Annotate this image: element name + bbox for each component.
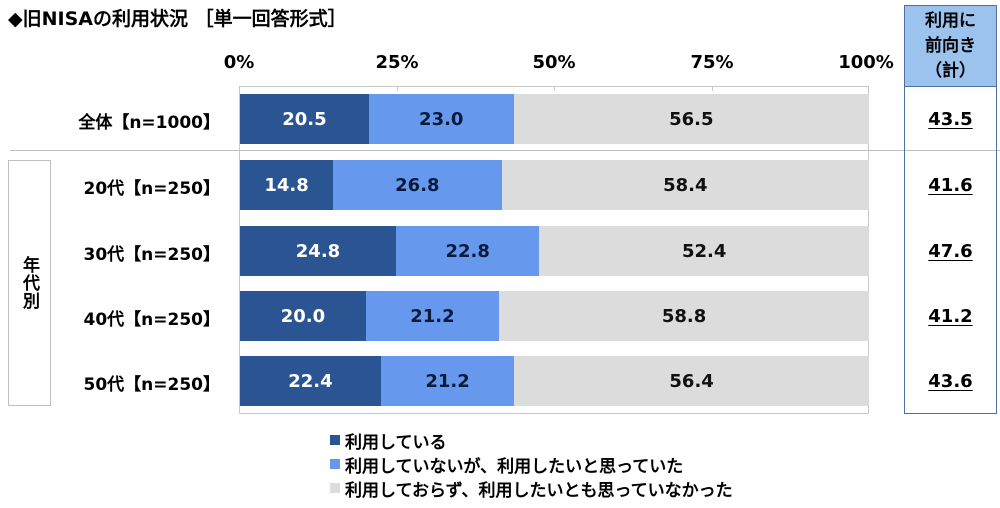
bar-segment-using: 14.8 bbox=[240, 160, 334, 210]
x-tick-50: 50% bbox=[532, 52, 576, 73]
age-group-label: 年代別 bbox=[19, 256, 39, 310]
positive-total-header: 利用に 前向き （計） bbox=[905, 6, 996, 87]
legend-label: 利用していないが、利用したいと思っていた bbox=[345, 456, 684, 477]
header-line-2: 前向き bbox=[925, 35, 976, 56]
row-label-20s: 20代【n=250】 bbox=[83, 179, 221, 199]
legend-item-wanted: 利用していないが、利用したいと思っていた bbox=[330, 452, 733, 477]
x-tick-100: 100% bbox=[838, 52, 894, 73]
bar-20s: 14.8 26.8 58.4 bbox=[240, 160, 869, 210]
row-label-50s: 50代【n=250】 bbox=[83, 375, 221, 395]
row-label-30s: 30代【n=250】 bbox=[83, 245, 221, 265]
bar-segment-using: 20.5 bbox=[240, 94, 369, 144]
header-line-1: 利用に bbox=[925, 10, 976, 31]
bar-segment-not-wanted: 56.4 bbox=[514, 356, 869, 406]
positive-total-value-total: 43.5 bbox=[928, 109, 973, 130]
bar-segment-wanted: 23.0 bbox=[368, 94, 514, 144]
bar-50s: 22.4 21.2 56.4 bbox=[240, 356, 869, 406]
x-tick-75: 75% bbox=[690, 52, 734, 73]
chart-title: ◆旧NISAの利用状況 ［単一回答形式］ bbox=[8, 8, 347, 30]
bar-segment-not-wanted: 58.8 bbox=[499, 291, 869, 341]
bar-segment-wanted: 22.8 bbox=[395, 226, 540, 276]
bar-segment-wanted: 21.2 bbox=[365, 291, 500, 341]
bar-30s: 24.8 22.8 52.4 bbox=[240, 226, 869, 276]
x-tick-0: 0% bbox=[223, 52, 255, 73]
bar-segment-using: 24.8 bbox=[240, 226, 396, 276]
legend-swatch-icon bbox=[330, 435, 340, 445]
bar-total: 20.5 23.0 56.5 bbox=[240, 94, 869, 144]
row-label-40s: 40代【n=250】 bbox=[83, 310, 221, 330]
gridline-25 bbox=[397, 86, 398, 91]
legend-item-not-wanted: 利用しておらず、利用したいとも思っていなかった bbox=[330, 476, 733, 501]
row-label-total: 全体【n=1000】 bbox=[78, 113, 220, 133]
bar-segment-not-wanted: 52.4 bbox=[539, 226, 869, 276]
age-group-box: 年代別 bbox=[8, 160, 51, 406]
gridline-50 bbox=[554, 86, 555, 91]
gridline-75 bbox=[712, 86, 713, 91]
positive-total-value-40s: 41.2 bbox=[928, 306, 973, 327]
legend-item-using: 利用している bbox=[330, 428, 733, 453]
legend-label: 利用している bbox=[345, 432, 447, 453]
x-tick-25: 25% bbox=[375, 52, 419, 73]
legend: 利用している 利用していないが、利用したいと思っていた 利用しておらず、利用した… bbox=[330, 428, 733, 501]
legend-swatch-icon bbox=[330, 459, 340, 469]
positive-total-value-20s: 41.6 bbox=[928, 175, 973, 196]
bar-segment-wanted: 21.2 bbox=[380, 356, 515, 406]
bar-segment-not-wanted: 58.4 bbox=[501, 160, 869, 210]
bar-segment-not-wanted: 56.5 bbox=[513, 94, 869, 144]
bar-segment-using: 22.4 bbox=[240, 356, 381, 406]
positive-total-value-30s: 47.6 bbox=[928, 241, 973, 262]
legend-label: 利用しておらず、利用したいとも思っていなかった bbox=[345, 480, 733, 501]
legend-swatch-icon bbox=[330, 483, 340, 493]
bar-segment-wanted: 26.8 bbox=[333, 160, 502, 210]
bar-40s: 20.0 21.2 58.8 bbox=[240, 291, 869, 341]
positive-total-column: 利用に 前向き （計） 43.5 41.6 47.6 41.2 43.6 bbox=[904, 5, 997, 414]
header-line-3: （計） bbox=[925, 60, 976, 81]
total-separator-line bbox=[10, 150, 1000, 151]
bar-segment-using: 20.0 bbox=[240, 291, 366, 341]
positive-total-value-50s: 43.6 bbox=[928, 371, 973, 392]
